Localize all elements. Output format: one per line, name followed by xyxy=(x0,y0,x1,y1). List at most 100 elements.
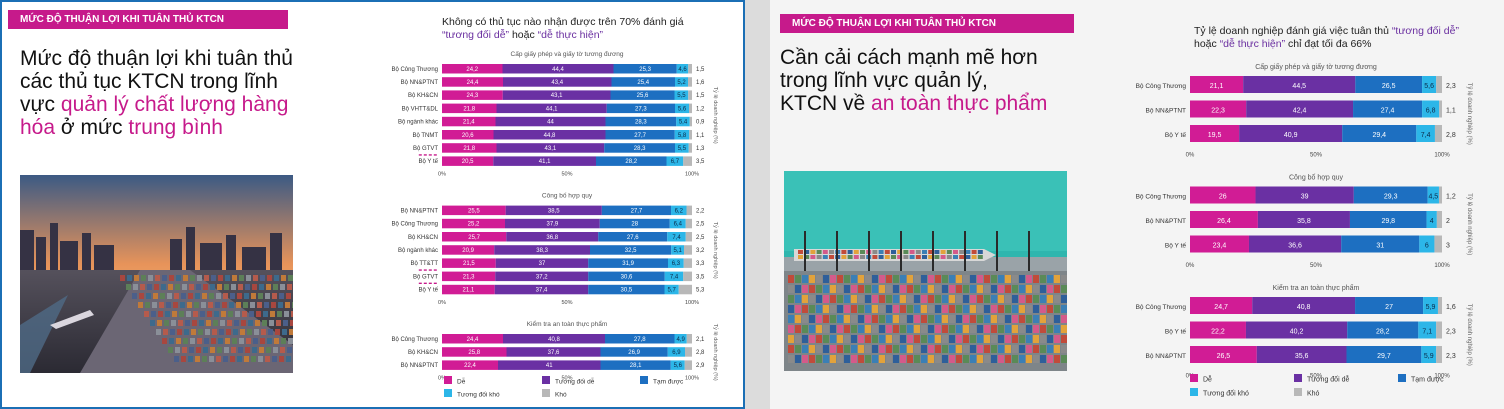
data-label: 5,1 xyxy=(673,248,682,254)
chart-title-quote: “tương đối dễ” xyxy=(1391,25,1459,37)
row-label: Bộ KH&CN xyxy=(408,93,438,99)
bar-segment xyxy=(1426,211,1437,228)
section-tag: MỨC ĐỘ THUẬN LỢI KHI TUÂN THỦ KTCN xyxy=(8,10,288,29)
bar-segment xyxy=(442,143,497,153)
legend-label: Tương đối khó xyxy=(1203,389,1249,398)
data-label: 28,2 xyxy=(1376,329,1390,336)
chart-title-text: Tỷ lệ doanh nghiệp đánh giá việc tuân th… xyxy=(1194,25,1392,37)
data-label: 22,4 xyxy=(464,363,476,369)
data-label: 38,5 xyxy=(548,208,560,214)
infographic-panel-food-safety: MỨC ĐỘ THUẬN LỢI KHI TUÂN THỦ KTCN Cần c… xyxy=(770,0,1504,409)
bar-segment xyxy=(442,271,496,282)
bar-segment xyxy=(685,347,692,357)
bar-segment xyxy=(442,205,506,216)
bar-segment xyxy=(495,258,589,268)
bar-segment xyxy=(496,103,607,114)
data-label: 6 xyxy=(1425,243,1429,250)
data-label: 21,1 xyxy=(463,288,475,294)
headline-highlight: trung bình xyxy=(128,116,223,139)
data-label: 39 xyxy=(1301,194,1309,201)
data-label: 7,4 xyxy=(672,235,681,241)
bar-segment xyxy=(1353,186,1428,204)
data-label: 44,5 xyxy=(1292,83,1306,90)
bar-segment xyxy=(503,77,612,87)
bar-segment xyxy=(442,347,507,357)
data-label: 26 xyxy=(1219,194,1227,201)
data-label: 29,3 xyxy=(1384,194,1398,201)
bar-segment xyxy=(1434,235,1442,253)
legend-label: Khó xyxy=(1307,391,1320,398)
legend-swatch xyxy=(640,376,648,384)
bar-segment xyxy=(442,258,496,268)
row-label: Bộ Công Thương xyxy=(391,222,438,228)
data-label: 5,7 xyxy=(667,288,676,294)
data-label: 21,4 xyxy=(463,120,475,126)
bar-segment xyxy=(667,347,685,357)
bar-segment xyxy=(442,284,495,295)
data-label: 29,8 xyxy=(1381,218,1395,225)
data-label: 36,6 xyxy=(1288,243,1302,250)
bar-segment xyxy=(599,218,670,229)
data-label: 41 xyxy=(546,363,553,369)
bar-segment xyxy=(605,130,675,140)
bar-segment xyxy=(1246,100,1354,118)
data-label: 5,9 xyxy=(1424,353,1434,360)
data-label: 6,4 xyxy=(674,222,683,228)
bar-segment xyxy=(668,258,684,268)
data-label: 37,9 xyxy=(547,222,559,228)
data-label: 25,2 xyxy=(468,222,480,228)
data-label: 2,3 xyxy=(1446,329,1456,336)
data-label: 1,2 xyxy=(1446,194,1456,201)
bar-segment xyxy=(1190,211,1258,228)
data-label: 31 xyxy=(1376,243,1384,250)
data-label: 5,5 xyxy=(677,93,686,99)
data-label: 21,1 xyxy=(1210,83,1224,90)
legend-label: Dễ xyxy=(457,377,466,386)
data-label: 6,2 xyxy=(675,208,684,214)
headline-highlight: an toàn thực phẩm xyxy=(871,92,1048,115)
data-label: 1,1 xyxy=(696,133,705,139)
bar-segment xyxy=(442,90,503,100)
data-label: 2,1 xyxy=(696,337,705,343)
group-title: Cấp giấy phép và giấy tờ tương đương xyxy=(1255,62,1377,71)
legend-label: Tương đối dễ xyxy=(555,377,595,386)
bar-segment xyxy=(676,116,690,127)
data-label: 38,3 xyxy=(536,248,548,254)
bar-segment xyxy=(442,245,495,255)
bar-segment xyxy=(676,64,689,74)
group-title: Công bố hợp quy xyxy=(1289,173,1344,182)
bar-segment xyxy=(1421,346,1437,363)
chart-title-text: chỉ đạt tối đa 66% xyxy=(1285,37,1372,50)
axis-side-label: Tỷ lệ doanh nghiệp (%) xyxy=(712,87,719,144)
bar-segment xyxy=(442,77,503,87)
axis-tick: 0% xyxy=(1186,263,1195,269)
bar-segment xyxy=(1248,235,1342,253)
legend-swatch xyxy=(542,389,550,397)
bar-segment xyxy=(1439,100,1442,118)
bar-segment xyxy=(685,232,692,242)
data-label: 40,8 xyxy=(548,337,560,343)
data-label: 21,5 xyxy=(463,261,475,267)
row-label: Bộ Công Thương xyxy=(1136,83,1187,90)
axis-tick: 100% xyxy=(685,300,699,306)
bar-segment xyxy=(684,245,692,255)
data-label: 4,9 xyxy=(676,337,685,343)
row-label: Bộ NN&PTNT xyxy=(1146,353,1186,360)
bar-segment xyxy=(605,116,677,127)
row-label: Bộ ngành khác xyxy=(398,120,438,126)
bar-segment xyxy=(674,90,689,100)
data-label: 23,4 xyxy=(1213,243,1227,250)
bar-segment xyxy=(493,156,596,166)
data-label: 6,7 xyxy=(671,159,680,165)
data-label: 37,2 xyxy=(536,274,548,280)
bar-segment xyxy=(442,334,503,344)
data-label: 25,4 xyxy=(637,80,649,86)
data-label: 25,7 xyxy=(468,235,480,241)
axis-tick: 50% xyxy=(561,376,572,382)
data-label: 28,1 xyxy=(630,363,642,369)
stacked-bar-chart: Cấp giấy phép và giấy tờ tương đương Bộ C… xyxy=(391,49,719,399)
bar-segment xyxy=(686,205,692,216)
bar-segment xyxy=(671,205,687,216)
bar-segment xyxy=(1437,297,1442,314)
bar-segment xyxy=(1342,125,1417,142)
